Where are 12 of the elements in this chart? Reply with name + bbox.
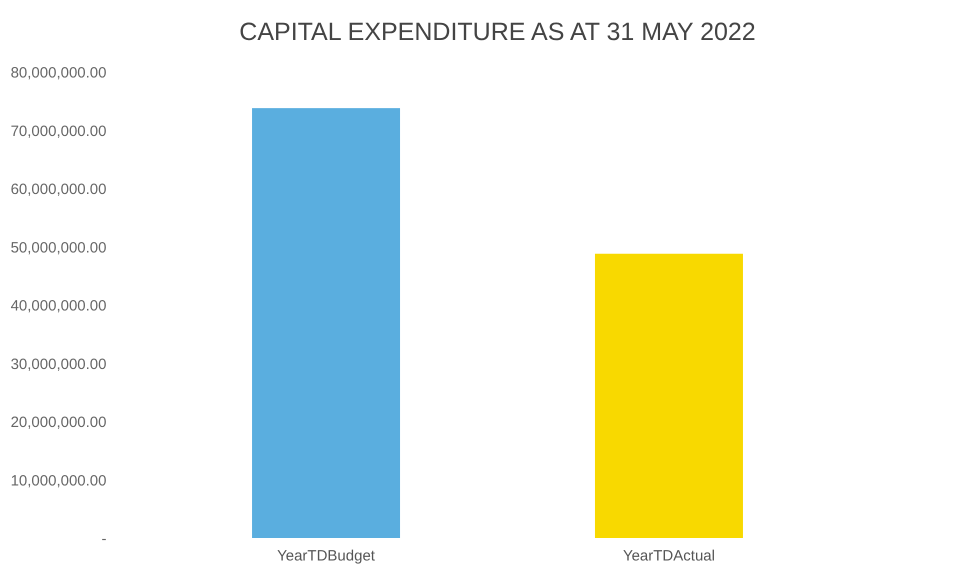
- y-tick-label: 30,000,000.00: [10, 356, 106, 373]
- y-tick-label: 20,000,000.00: [10, 414, 106, 431]
- chart-title: CAPITAL EXPENDITURE AS AT 31 MAY 2022: [239, 18, 756, 46]
- y-tick-label: 10,000,000.00: [10, 472, 106, 490]
- x-tick-label: YearTDActual: [622, 548, 715, 564]
- y-tick-label: 70,000,000.00: [10, 122, 106, 140]
- x-tick-label: YearTDBudget: [277, 548, 376, 564]
- y-tick-label: 80,000,000.00: [10, 64, 106, 82]
- y-tick-label: 60,000,000.00: [10, 181, 106, 198]
- y-tick-label: 40,000,000.00: [10, 298, 106, 314]
- y-tick-label: -: [102, 530, 106, 548]
- y-tick-label: 50,000,000.00: [10, 239, 106, 256]
